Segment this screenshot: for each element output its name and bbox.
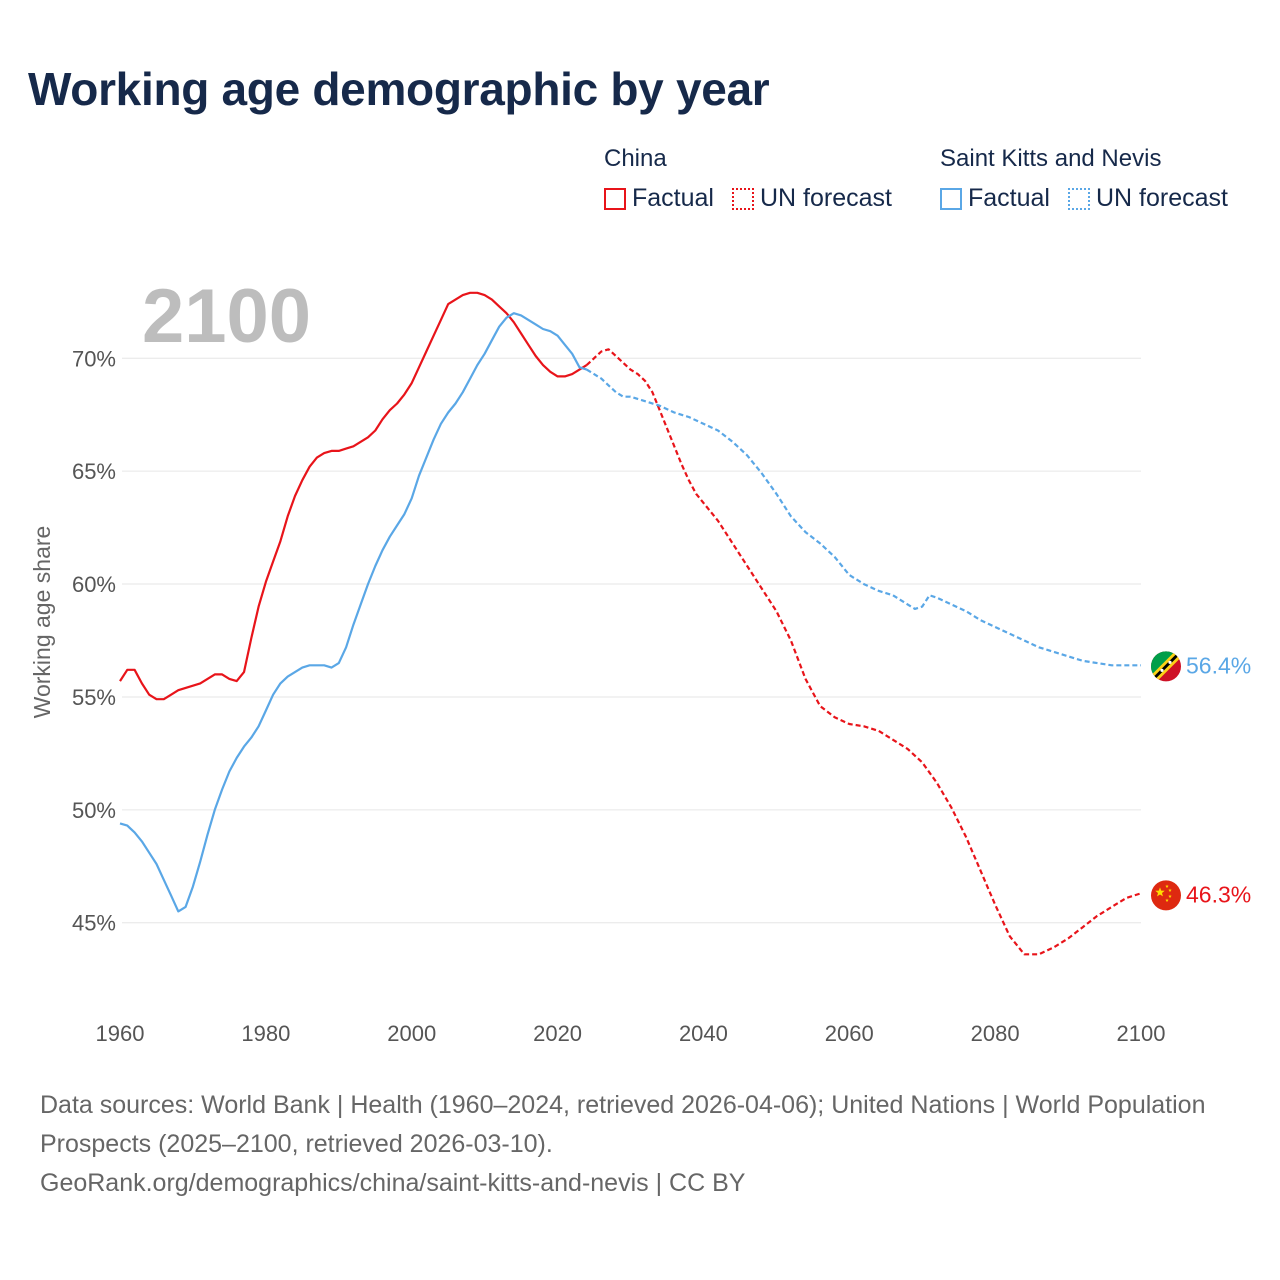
legend-label: UN forecast bbox=[1095, 184, 1228, 212]
legend-swatch-dotted bbox=[731, 187, 754, 210]
legend-item-skn-factual[interactable]: Factual bbox=[940, 184, 1050, 213]
year-label: 2100 bbox=[142, 274, 311, 359]
legend-swatch-solid bbox=[604, 187, 626, 210]
x-tick-label: 2060 bbox=[825, 1021, 874, 1046]
y-tick-label: 65% bbox=[72, 459, 116, 484]
series-line-forecast-1 bbox=[586, 368, 1141, 667]
legend-swatch-solid bbox=[940, 187, 962, 210]
x-tick-label: 2000 bbox=[387, 1021, 436, 1046]
china-flag-small-star bbox=[1168, 894, 1172, 898]
y-tick-label: 70% bbox=[72, 346, 116, 371]
china-flag-small-star bbox=[1168, 888, 1172, 892]
credit-link[interactable]: GeoRank.org/demographics/china/saint-kit… bbox=[40, 1169, 746, 1197]
footer: Data sources: World Bank | Health (1960–… bbox=[40, 1086, 1240, 1203]
y-axis-title: Working age share bbox=[29, 526, 55, 719]
legend-label: Factual bbox=[632, 184, 714, 212]
y-tick-label: 60% bbox=[72, 572, 116, 597]
legend-group-skn: Saint Kitts and Nevis Factual UN forecas… bbox=[940, 142, 1228, 213]
data-sources: Data sources: World Bank | Health (1960–… bbox=[40, 1091, 1206, 1158]
skn-flag-icon bbox=[1151, 651, 1181, 682]
x-tick-label: 2040 bbox=[679, 1021, 728, 1046]
legend-item-skn-forecast[interactable]: UN forecast bbox=[1067, 184, 1228, 213]
end-value-label-china: 46.3% bbox=[1186, 881, 1251, 907]
y-tick-label: 50% bbox=[72, 798, 116, 823]
legend-label: Factual bbox=[968, 184, 1050, 212]
x-tick-label: 2020 bbox=[533, 1021, 582, 1046]
x-tick-label: 2100 bbox=[1117, 1021, 1166, 1046]
series-line-factual-1 bbox=[119, 312, 588, 913]
legend-country-name: Saint Kitts and Nevis bbox=[940, 145, 1162, 172]
chart-title: Working age demographic by year bbox=[28, 63, 770, 115]
legend-country-name: China bbox=[604, 145, 667, 172]
x-tick-label: 2080 bbox=[971, 1021, 1020, 1046]
series-line-forecast-0 bbox=[585, 348, 1142, 956]
legend-swatch-dotted bbox=[1067, 187, 1090, 210]
x-tick-label: 1960 bbox=[96, 1021, 145, 1046]
china-flag-star bbox=[1155, 887, 1165, 897]
legend-group-china: China Factual UN forecast bbox=[604, 142, 892, 213]
y-tick-label: 45% bbox=[72, 911, 116, 936]
china-flag-small-star bbox=[1165, 898, 1169, 902]
y-tick-label: 55% bbox=[72, 685, 116, 710]
x-tick-label: 1980 bbox=[241, 1021, 290, 1046]
china-flag-small-star bbox=[1165, 884, 1169, 888]
legend-item-china-forecast[interactable]: UN forecast bbox=[731, 184, 892, 213]
legend-item-china-factual[interactable]: Factual bbox=[604, 184, 714, 213]
end-value-label-skn: 56.4% bbox=[1186, 652, 1251, 678]
china-flag-icon bbox=[1151, 880, 1181, 911]
legend-label: UN forecast bbox=[759, 184, 892, 212]
